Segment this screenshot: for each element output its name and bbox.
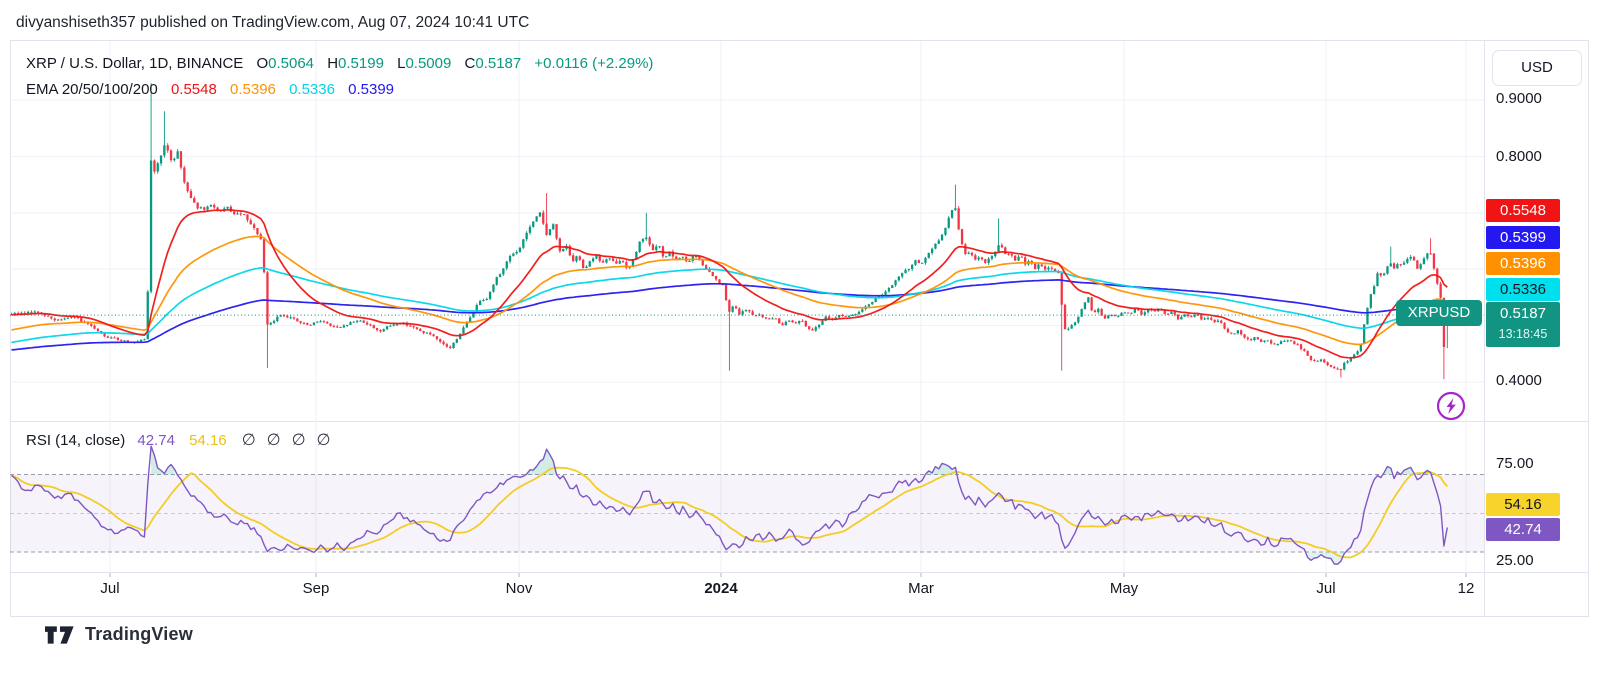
price-scale-label: 0.5396: [1486, 251, 1560, 275]
axis-separator-vertical: [1484, 41, 1485, 617]
ohlc-high-value: 0.5199: [338, 55, 384, 72]
ema-legend-row: EMA 20/50/100/200 0.5548 0.5396 0.5336 0…: [26, 81, 394, 98]
publish-header: divyanshiseth357 published on TradingVie…: [16, 14, 530, 31]
symbol-price-tag: XRPUSD: [1396, 300, 1482, 326]
countdown-timer: 13:18:45: [1498, 327, 1548, 341]
price-scale-value: 0.8000: [1496, 148, 1542, 165]
rsi-legend-row: RSI (14, close) 42.74 54.16 ∅ ∅ ∅ ∅: [26, 430, 331, 450]
rsi-ma-value: 54.16: [189, 432, 227, 449]
rsi-hidden-band-icon: ∅: [291, 432, 306, 449]
rsi-empty-value-icons: ∅ ∅ ∅ ∅: [231, 432, 331, 449]
time-axis-label[interactable]: 12: [1457, 580, 1475, 597]
time-axis-label[interactable]: Jul: [100, 580, 120, 597]
chart-card: [10, 40, 1589, 617]
price-scale-value: 0.4000: [1496, 372, 1542, 389]
lightning-icon: [1446, 398, 1456, 414]
price-scale-value: 25.00: [1496, 552, 1534, 569]
rsi-hidden-band-icon: ∅: [241, 432, 256, 449]
change-value: +0.0116 (+2.29%): [534, 55, 654, 72]
ohlc-open-value: 0.5064: [268, 55, 315, 72]
time-axis-separator: [11, 572, 1588, 573]
symbol-title[interactable]: XRP / U.S. Dollar, 1D, BINANCE: [26, 55, 244, 72]
currency-toggle-button[interactable]: USD: [1492, 50, 1582, 86]
ema200-value: 0.5399: [348, 81, 395, 98]
time-axis-label[interactable]: Jul: [1316, 580, 1336, 597]
price-scale-label: 42.74: [1486, 517, 1560, 541]
ohlc-high-label: H: [327, 55, 339, 72]
ohlc-low-value: 0.5009: [405, 55, 452, 72]
price-scale-value: 0.9000: [1496, 90, 1542, 107]
time-axis-label[interactable]: 2024: [704, 580, 738, 597]
time-axis-label[interactable]: Mar: [908, 580, 934, 597]
rsi-hidden-band-icon: ∅: [266, 432, 281, 449]
rsi-legend-title[interactable]: RSI (14, close): [26, 432, 126, 449]
ohlc-low-label: L: [397, 55, 406, 72]
rsi-value: 42.74: [137, 432, 175, 449]
ema100-value: 0.5336: [289, 81, 335, 98]
current-price-label: 0.5187 13:18:45: [1486, 302, 1560, 347]
time-axis-label[interactable]: Nov: [505, 580, 533, 597]
ohlc-open-label: O: [256, 55, 269, 72]
ohlc-close-label: C: [464, 55, 476, 72]
price-scale-label: 0.5548: [1486, 198, 1560, 222]
ema-legend-title[interactable]: EMA 20/50/100/200: [26, 81, 158, 98]
tradingview-branding[interactable]: TradingView: [45, 624, 193, 645]
ema20-value: 0.5548: [170, 81, 217, 98]
tradingview-logo-icon: [45, 625, 74, 644]
pane-separator: [11, 421, 1588, 422]
symbol-legend-row: XRP / U.S. Dollar, 1D, BINANCE O0.5064 H…: [26, 55, 653, 72]
boost-lightning-button[interactable]: [1435, 390, 1467, 422]
price-scale-label: 54.16: [1486, 492, 1560, 516]
price-scale-label: 0.5399: [1486, 225, 1560, 249]
price-scale-value: 75.00: [1496, 455, 1534, 472]
ohlc-close-value: 0.5187: [475, 55, 522, 72]
ema50-value: 0.5396: [230, 81, 276, 98]
time-axis-label[interactable]: May: [1109, 580, 1139, 597]
rsi-hidden-band-icon: ∅: [316, 432, 331, 449]
current-price-value: 0.5187: [1500, 305, 1546, 322]
tradingview-brand-text: TradingView: [85, 624, 193, 644]
price-scale-label: 0.5336: [1486, 277, 1560, 301]
time-axis-label[interactable]: Sep: [302, 580, 330, 597]
